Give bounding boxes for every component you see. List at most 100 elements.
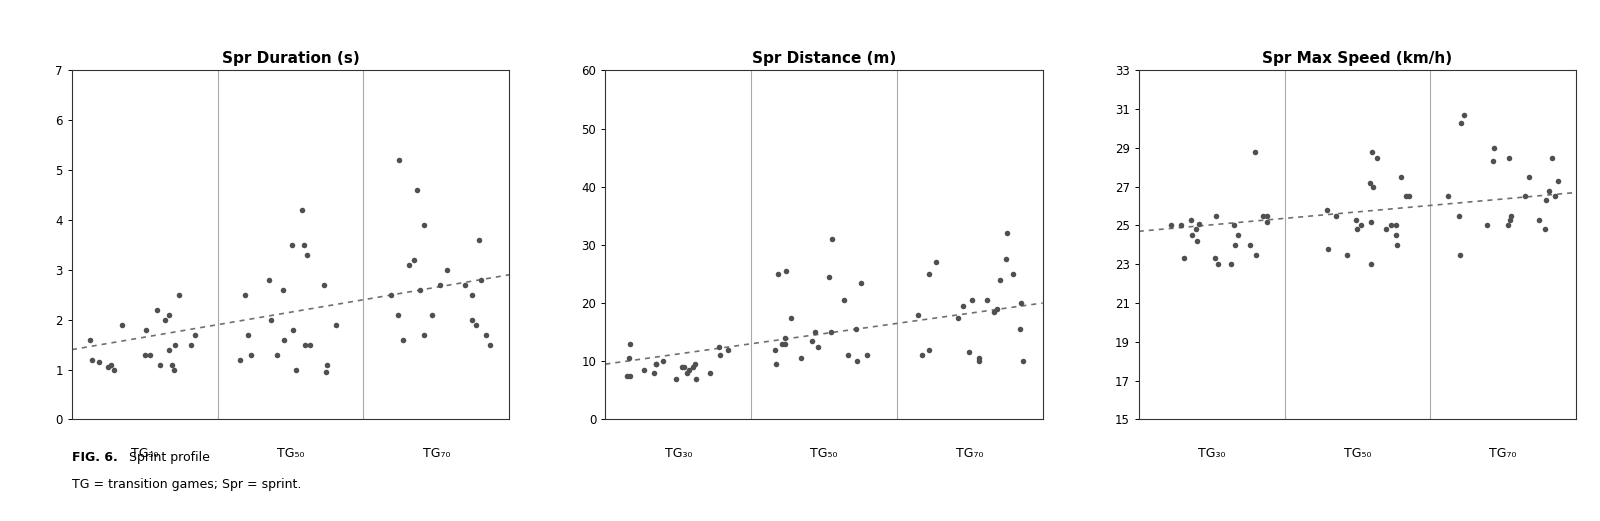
Point xyxy=(677,366,702,374)
Point xyxy=(1517,173,1542,181)
Point xyxy=(144,305,170,314)
Point xyxy=(1221,221,1246,230)
Point xyxy=(1446,212,1472,220)
Point xyxy=(294,251,320,259)
Point xyxy=(1344,225,1370,233)
Point xyxy=(981,307,1006,316)
Point xyxy=(683,375,709,383)
Point xyxy=(1243,251,1269,259)
Point xyxy=(290,206,315,214)
Point xyxy=(133,326,158,334)
Point xyxy=(848,279,874,287)
Point xyxy=(160,361,186,369)
Text: TG₃₀: TG₃₀ xyxy=(664,448,691,461)
Point xyxy=(1358,147,1384,156)
Point xyxy=(770,340,795,348)
Point xyxy=(1494,221,1520,230)
Point xyxy=(994,255,1019,264)
Point xyxy=(232,291,258,299)
Point xyxy=(957,349,982,357)
Point xyxy=(664,375,690,383)
Point xyxy=(1384,241,1410,249)
Point xyxy=(298,340,323,349)
Point xyxy=(1499,212,1525,220)
Point xyxy=(462,320,488,329)
Point xyxy=(616,340,642,348)
Point xyxy=(1203,254,1229,263)
Point xyxy=(459,291,485,299)
Point xyxy=(166,291,192,299)
Point xyxy=(1323,212,1349,220)
Point xyxy=(1474,221,1499,230)
Point xyxy=(109,320,134,329)
Point xyxy=(1389,173,1414,181)
Point xyxy=(917,345,942,354)
Point xyxy=(1533,225,1558,233)
Point xyxy=(459,316,485,324)
Text: TG₃₀: TG₃₀ xyxy=(131,448,158,461)
Point xyxy=(762,345,787,354)
Point xyxy=(1011,357,1037,365)
Point xyxy=(291,241,317,249)
Point xyxy=(1435,192,1461,201)
Point xyxy=(1171,254,1197,263)
Point xyxy=(379,291,405,299)
Point xyxy=(816,272,842,281)
Point xyxy=(987,276,1013,284)
Point xyxy=(1315,244,1341,253)
Point xyxy=(272,336,298,344)
Point xyxy=(845,357,870,365)
Point xyxy=(1334,251,1360,259)
Point xyxy=(1384,231,1410,239)
Title: Spr Distance (m): Spr Distance (m) xyxy=(752,52,896,66)
Point xyxy=(632,366,658,374)
Point xyxy=(773,267,798,275)
Point xyxy=(397,260,422,269)
Point xyxy=(698,369,723,377)
Point xyxy=(312,281,338,289)
Point xyxy=(917,270,942,278)
Point xyxy=(256,276,282,284)
Point xyxy=(387,156,413,164)
Point xyxy=(77,336,102,344)
Point xyxy=(1158,221,1184,230)
Point xyxy=(227,355,253,364)
Point xyxy=(800,337,826,345)
Point xyxy=(1546,177,1571,185)
Point xyxy=(1533,196,1558,204)
Point xyxy=(155,345,181,354)
Point xyxy=(771,334,797,342)
Point xyxy=(178,340,203,349)
Point xyxy=(314,361,339,369)
Point xyxy=(1179,231,1205,239)
Point xyxy=(923,258,949,266)
Point xyxy=(1360,182,1386,191)
Text: TG₇₀: TG₇₀ xyxy=(1490,448,1517,461)
Point xyxy=(99,361,125,369)
Point xyxy=(773,340,798,348)
Point xyxy=(819,235,845,243)
Point xyxy=(472,330,498,339)
Point xyxy=(1203,212,1229,220)
Point xyxy=(162,340,187,349)
Point xyxy=(1542,192,1568,201)
Point xyxy=(1206,260,1232,268)
Point xyxy=(1451,111,1477,119)
Point xyxy=(966,354,992,363)
Point xyxy=(1526,216,1552,224)
Point xyxy=(674,369,699,377)
Point xyxy=(715,345,741,354)
Point xyxy=(1480,157,1506,166)
Point xyxy=(280,326,306,334)
Point xyxy=(1222,241,1248,249)
Point xyxy=(843,325,869,333)
Point xyxy=(402,256,427,264)
Point xyxy=(960,296,986,304)
Point xyxy=(763,360,789,368)
Point xyxy=(1254,217,1280,226)
Point xyxy=(904,311,930,319)
Point xyxy=(1496,153,1522,162)
Point xyxy=(152,316,178,324)
Point xyxy=(1008,325,1034,333)
Point xyxy=(1448,118,1474,127)
